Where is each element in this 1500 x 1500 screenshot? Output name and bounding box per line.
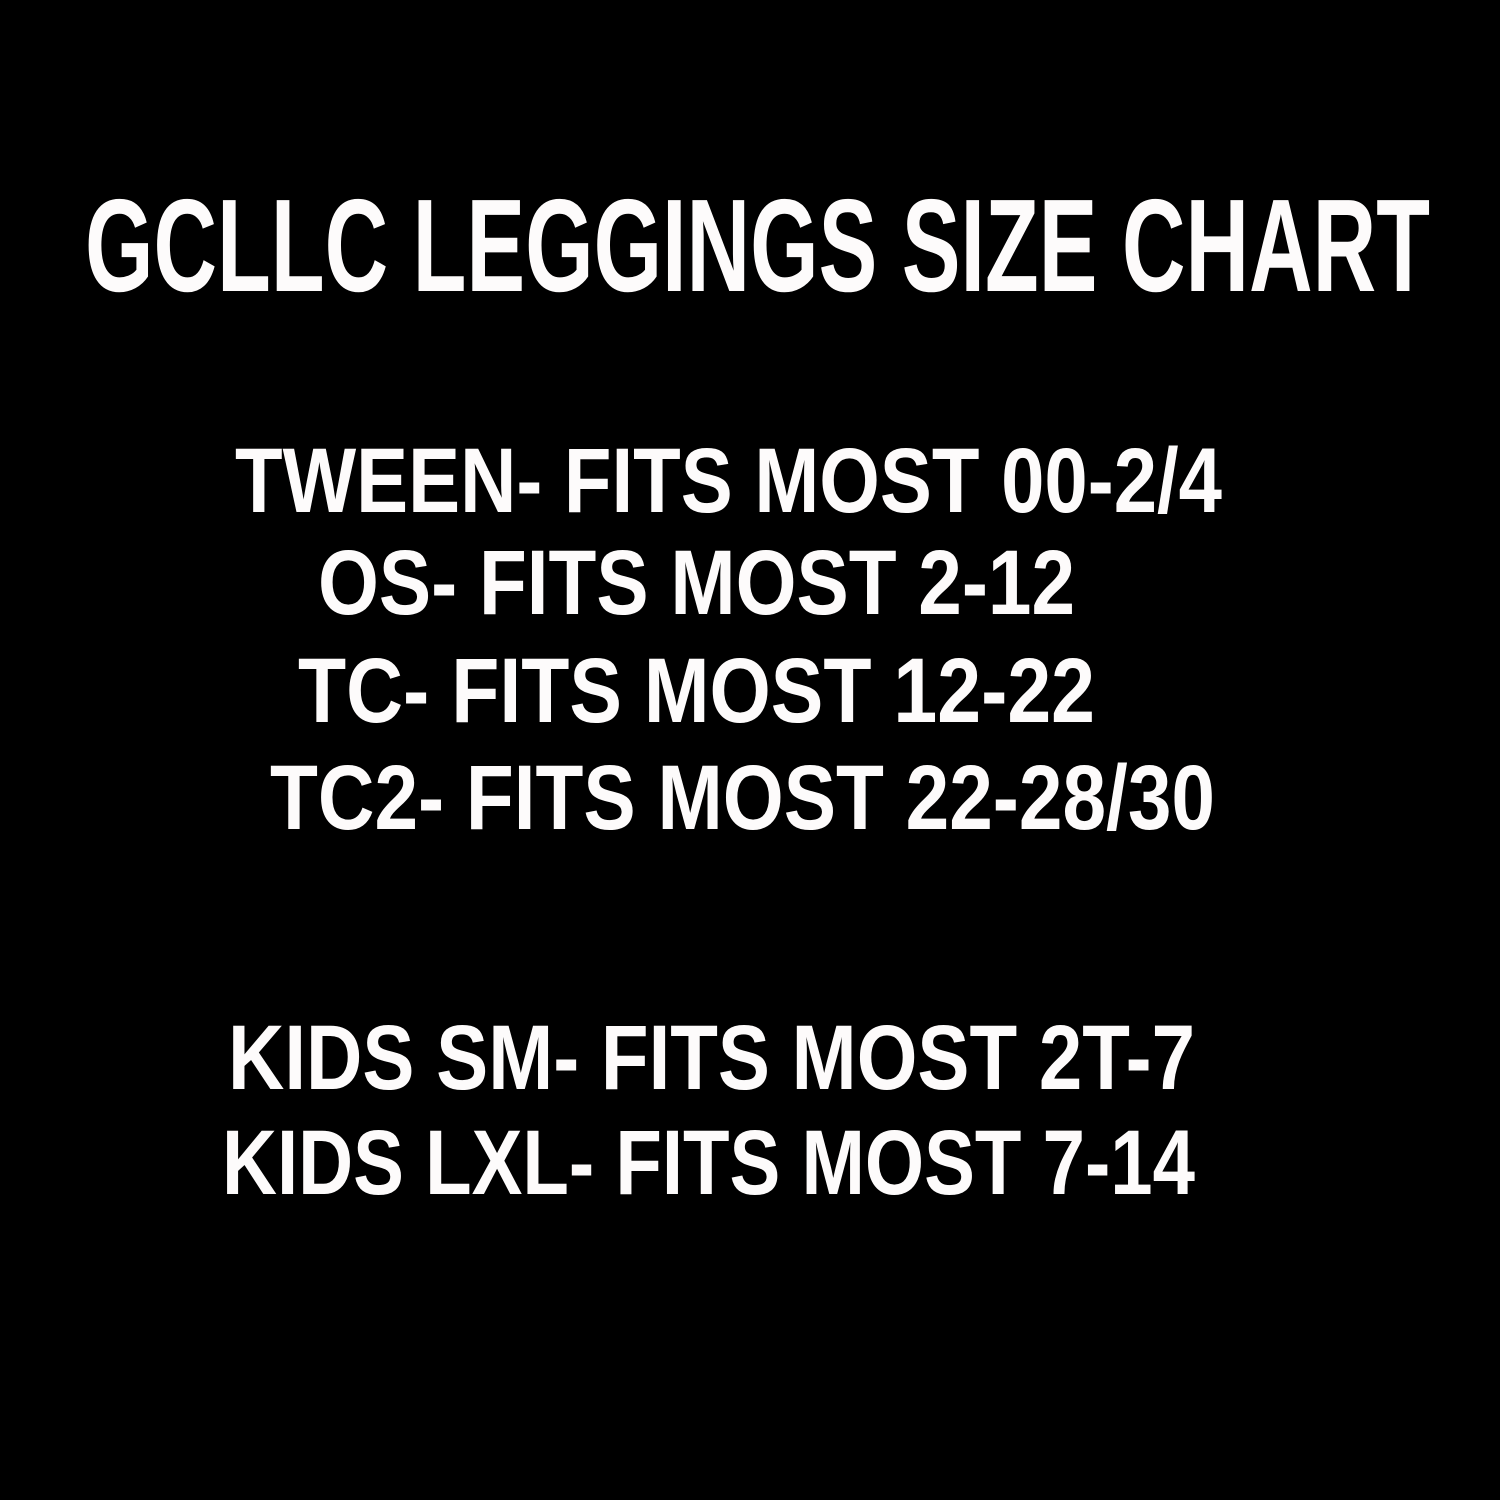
- size-line-kids-lxl: KIDS LXL- FITS MOST 7-14: [222, 1112, 1195, 1214]
- size-line-tc: TC- FITS MOST 12-22: [298, 640, 1095, 742]
- size-line-os: OS- FITS MOST 2-12: [318, 532, 1075, 634]
- size-line-kids-sm: KIDS SM- FITS MOST 2T-7: [228, 1007, 1195, 1109]
- chart-title: GCLLC LEGGINGS SIZE CHART: [85, 172, 1430, 319]
- size-line-tween: TWEEN- FITS MOST 00-2/4: [235, 430, 1222, 532]
- size-line-tc2: TC2- FITS MOST 22-28/30: [270, 747, 1215, 849]
